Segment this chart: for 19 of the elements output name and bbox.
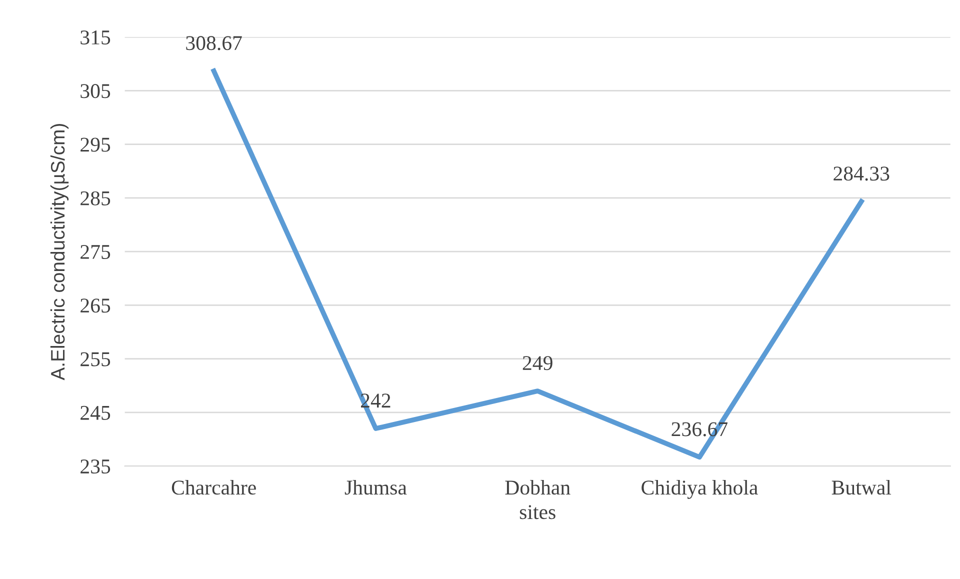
y-tick-label: 255	[80, 352, 110, 366]
y-axis-title: A.Electric conductivity(µS/cm)	[50, 124, 69, 380]
y-tick-label: 275	[80, 245, 110, 260]
y-tick-label: 315	[80, 30, 110, 44]
y-tick-label: 305	[80, 84, 110, 98]
y-tick-label: 245	[80, 406, 110, 420]
x-tick-label: Charcahre	[172, 480, 256, 495]
y-tick-label: 285	[80, 191, 110, 206]
data-label: 284.33	[834, 166, 890, 181]
x-axis-title: sites	[520, 505, 556, 520]
x-tick-label: Dobhan	[505, 480, 570, 495]
y-tick-label: 235	[80, 460, 110, 474]
x-tick-label: Chidiya khola	[642, 480, 758, 499]
data-label: 249	[522, 356, 552, 370]
x-tick-label: Jhumsa	[344, 480, 407, 495]
x-tick-label: Butwal	[832, 480, 892, 495]
data-label: 308.67	[186, 36, 242, 50]
y-tick-label: 295	[80, 138, 110, 152]
y-tick-label: 265	[80, 298, 110, 313]
